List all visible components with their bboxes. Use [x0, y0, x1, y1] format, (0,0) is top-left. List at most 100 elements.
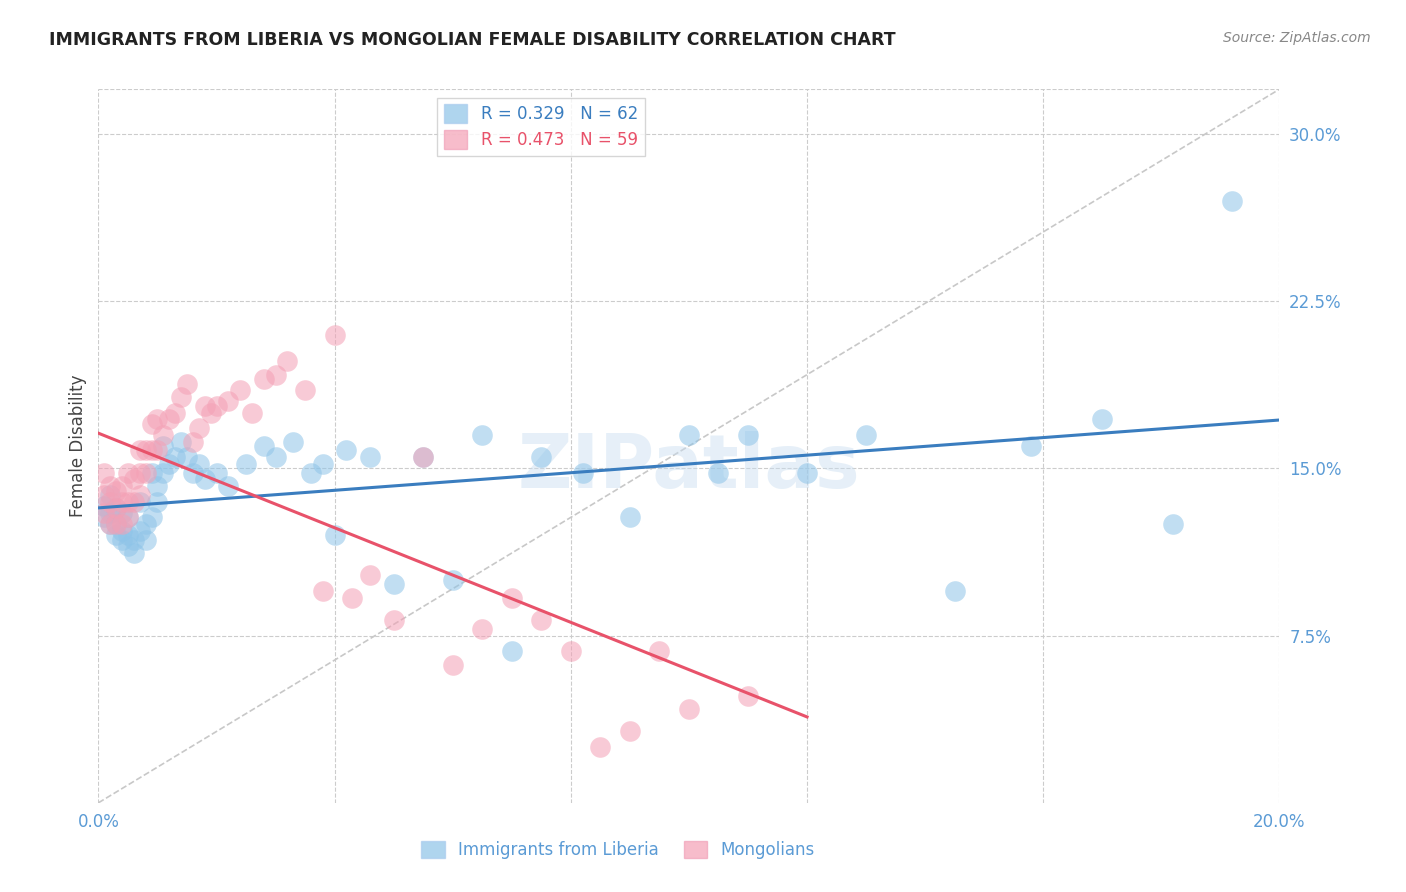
Point [128, 488, 150, 502]
Point [283, 434, 305, 449]
Legend: Immigrants from Liberia, Mongolians: Immigrants from Liberia, Mongolians [415, 834, 821, 866]
Point [589, 740, 612, 755]
Point [117, 528, 139, 542]
Point [1161, 517, 1184, 532]
Point [98, 479, 121, 493]
Point [187, 421, 209, 435]
Point [342, 591, 364, 605]
Point [253, 439, 276, 453]
Point [165, 405, 187, 420]
Point [165, 450, 187, 465]
Point [264, 450, 287, 465]
Point [135, 466, 157, 480]
Point [105, 528, 128, 542]
Point [264, 368, 287, 382]
Point [176, 376, 198, 391]
Point [105, 501, 128, 516]
Point [152, 427, 174, 442]
Point [217, 479, 239, 493]
Point [619, 724, 641, 739]
Point [1021, 439, 1043, 453]
Point [93, 466, 115, 480]
Point [501, 591, 523, 605]
Point [128, 443, 150, 458]
Point [98, 488, 121, 502]
Point [737, 427, 759, 442]
Text: IMMIGRANTS FROM LIBERIA VS MONGOLIAN FEMALE DISABILITY CORRELATION CHART: IMMIGRANTS FROM LIBERIA VS MONGOLIAN FEM… [49, 31, 896, 49]
Point [501, 644, 523, 658]
Point [111, 524, 134, 538]
Point [796, 466, 818, 480]
Point [1091, 412, 1114, 426]
Point [619, 510, 641, 524]
Point [105, 483, 128, 498]
Point [135, 533, 157, 547]
Point [276, 354, 298, 368]
Point [323, 327, 346, 342]
Point [105, 517, 128, 532]
Point [141, 443, 163, 458]
Point [382, 613, 405, 627]
Point [217, 394, 239, 409]
Point [117, 539, 139, 553]
Point [855, 427, 877, 442]
Point [359, 450, 381, 465]
Point [152, 439, 174, 453]
Point [648, 644, 671, 658]
Point [205, 399, 228, 413]
Point [571, 466, 593, 480]
Point [441, 573, 464, 587]
Point [128, 524, 150, 538]
Point [323, 528, 346, 542]
Point [111, 494, 134, 508]
Point [93, 500, 115, 514]
Point [135, 517, 157, 532]
Point [111, 479, 134, 493]
Point [737, 689, 759, 703]
Point [678, 702, 700, 716]
Point [128, 466, 150, 480]
Point [194, 399, 217, 413]
Point [93, 506, 115, 520]
Point [240, 405, 263, 420]
Point [471, 622, 494, 636]
Point [187, 457, 209, 471]
Point [530, 613, 553, 627]
Point [382, 577, 405, 591]
Point [141, 417, 163, 431]
Point [471, 427, 494, 442]
Point [152, 466, 174, 480]
Point [1220, 194, 1243, 208]
Point [412, 450, 434, 465]
Point [943, 583, 966, 598]
Text: Source: ZipAtlas.com: Source: ZipAtlas.com [1223, 31, 1371, 45]
Point [98, 506, 121, 520]
Point [141, 466, 163, 480]
Point [157, 412, 180, 426]
Point [200, 405, 222, 420]
Point [359, 568, 381, 582]
Point [441, 657, 464, 672]
Point [128, 494, 150, 508]
Point [146, 443, 169, 458]
Point [98, 517, 121, 532]
Point [98, 517, 121, 532]
Point [105, 517, 128, 532]
Point [294, 384, 316, 398]
Point [146, 494, 169, 508]
Point [93, 510, 115, 524]
Point [678, 427, 700, 442]
Point [122, 533, 145, 547]
Point [253, 372, 276, 386]
Point [312, 457, 335, 471]
Point [170, 390, 193, 404]
Point [170, 434, 193, 449]
Point [181, 434, 204, 449]
Point [335, 443, 357, 458]
Point [93, 488, 115, 502]
Point [135, 443, 157, 458]
Point [111, 517, 134, 532]
Text: ZIPatlas: ZIPatlas [517, 431, 860, 504]
Point [235, 457, 257, 471]
Point [141, 510, 163, 524]
